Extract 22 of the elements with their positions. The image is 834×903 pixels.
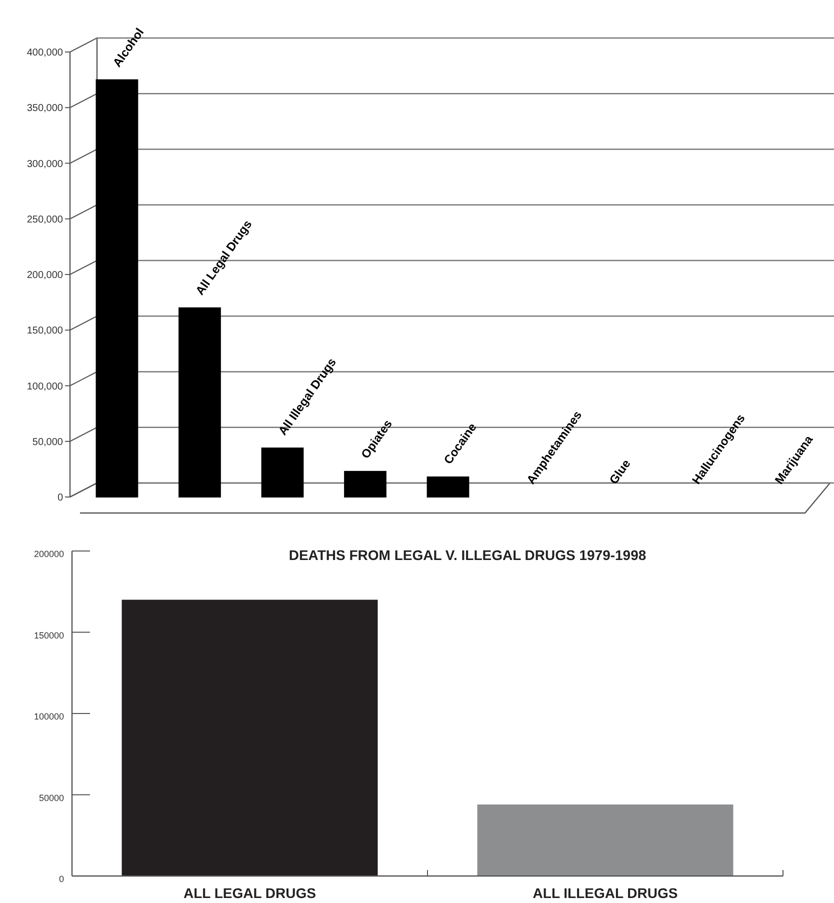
y-tick-label: 150,000 [26,326,64,337]
y-tick-label: 200,000 [26,270,64,281]
bar [344,470,386,498]
bar [178,307,221,498]
bar [426,476,470,498]
y-tick-label: 100000 [34,712,64,722]
y-tick-label: 150000 [34,630,64,640]
y-tick-label: 300,000 [26,158,64,170]
bar [261,448,304,498]
y-tick-label: 250,000 [26,214,64,226]
y-tick-label: 400,000 [26,48,64,58]
bar [96,79,138,498]
y-tick-label: 50000 [38,792,64,803]
x-tick-label: ALL LEGAL DRUGS [184,885,316,901]
y-tick-label: 100,000 [26,381,64,392]
y-tick-label: 200000 [34,549,64,559]
y-tick-label: 50,000 [32,436,64,448]
y-tick-label: 0 [58,874,64,884]
y-tick-label: 0 [57,492,64,504]
chart-title: DEATHS FROM LEGAL V. ILLEGAL DRUGS 1979-1998 [288,547,646,563]
x-tick-label: ALL ILLEGAL DRUGS [532,885,678,901]
y-tick-label: 350,000 [26,103,64,114]
